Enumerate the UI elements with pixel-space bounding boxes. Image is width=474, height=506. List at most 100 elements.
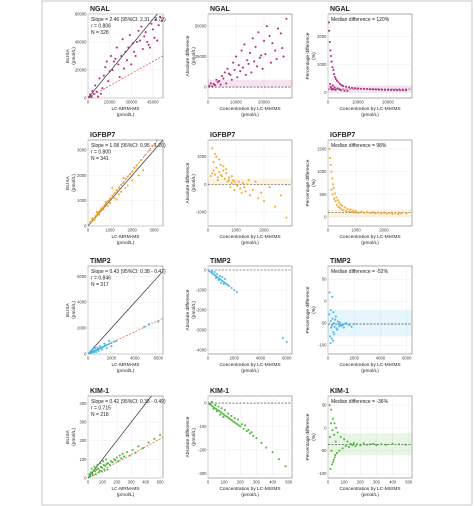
data-point (226, 416, 229, 419)
data-point (111, 461, 114, 464)
data-point (229, 73, 232, 76)
data-point (222, 77, 225, 80)
data-point (374, 212, 377, 215)
y-axis-label: Percentage difference (305, 32, 311, 79)
data-point (399, 212, 402, 215)
data-point (125, 450, 128, 453)
data-point (247, 62, 250, 65)
data-point (216, 81, 219, 84)
data-point (375, 444, 378, 447)
data-point (137, 29, 140, 32)
data-point (264, 53, 267, 56)
panel-title: IGFBP7 (210, 132, 235, 139)
stat-annotation: r = 0.800 (91, 150, 111, 156)
data-point (98, 469, 101, 472)
data-point (330, 326, 333, 329)
data-point (121, 38, 124, 41)
data-point (388, 211, 391, 214)
x-tick-label: 1000 (231, 228, 241, 233)
x-tick-label: 1000 (105, 228, 115, 233)
y-axis-label: ELISA (65, 302, 71, 316)
data-point (336, 431, 339, 434)
data-point (338, 82, 342, 86)
data-point (128, 173, 131, 176)
data-point (209, 82, 212, 85)
data-point (331, 66, 334, 69)
data-point (103, 342, 106, 345)
x-tick-label: 2000 (259, 228, 269, 233)
data-point (107, 199, 111, 202)
panel-title: NGAL (330, 6, 351, 13)
data-point (124, 178, 127, 181)
data-point (337, 81, 340, 84)
data-point (130, 63, 133, 66)
data-point (331, 317, 334, 320)
data-point (112, 340, 115, 343)
data-point (213, 152, 217, 155)
data-point (365, 87, 369, 91)
data-point (247, 428, 250, 432)
data-point (134, 54, 137, 58)
data-point (124, 50, 127, 53)
data-point (281, 47, 284, 50)
data-point (328, 313, 331, 316)
data-point (231, 419, 234, 422)
data-point (332, 322, 335, 325)
y-tick-label: 2000 (317, 34, 327, 39)
data-point (334, 454, 337, 457)
data-point (371, 88, 375, 91)
data-point (111, 187, 114, 190)
data-point (110, 345, 113, 348)
data-point (94, 473, 97, 476)
data-point (341, 84, 345, 88)
x-axis-unit: (pmol/L) (241, 112, 259, 118)
data-point (148, 46, 152, 49)
data-point (229, 186, 232, 189)
data-point (239, 425, 242, 428)
data-point (105, 60, 108, 63)
data-point (220, 75, 224, 78)
x-tick-label: 100 (221, 480, 229, 485)
chart-panel: 0 100 200 300 400 500 -300 -200 -100 0 KIM-1 Concen… (185, 388, 293, 498)
stat-annotation: N = 341 (91, 156, 109, 162)
data-point (100, 207, 103, 210)
data-point (96, 463, 99, 467)
chart-panel: 0 1000 2000 3000 0 1000 2000 3000 IGFBP7 Slope = … (65, 132, 166, 246)
data-point (219, 163, 222, 167)
x-axis-unit: (pmol/L) (117, 240, 135, 246)
x-tick-label: 300 (373, 480, 381, 485)
data-point (350, 210, 353, 214)
stat-annotation: N = 317 (91, 282, 109, 288)
data-point (137, 174, 140, 177)
data-point (126, 184, 129, 187)
data-point (230, 286, 233, 290)
chart-panel: 0 2000 4000 6000 0 2000 4000 6000 TIMP2 Slope = 0… (65, 258, 166, 374)
y-tick-label: 0 (204, 268, 207, 273)
data-point (405, 212, 408, 215)
data-point (131, 179, 134, 182)
data-point (120, 457, 123, 460)
data-point (91, 474, 95, 477)
y-axis-label: ELISA (65, 175, 71, 189)
data-point (255, 437, 258, 440)
data-point (356, 443, 359, 446)
data-point (210, 404, 213, 407)
data-point (334, 200, 337, 203)
data-point (328, 404, 331, 407)
x-tick-label: 0 (207, 356, 210, 361)
data-point (251, 188, 254, 191)
x-tick-label: 2000 (127, 228, 137, 233)
data-point (335, 204, 339, 207)
chart-panel: 0 100 200 300 400 500 -100 -50 0 50 KIM-1 Median di… (305, 388, 413, 498)
data-point (222, 282, 225, 286)
panel-title: KIM-1 (210, 388, 229, 395)
data-point (93, 216, 96, 219)
x-tick-label: 300 (128, 480, 136, 485)
y-tick-label: 2000 (77, 173, 87, 178)
data-point (269, 61, 273, 64)
data-point (117, 187, 120, 190)
data-point (229, 418, 232, 421)
data-point (90, 220, 93, 223)
data-point (225, 82, 228, 85)
data-point (233, 417, 236, 420)
